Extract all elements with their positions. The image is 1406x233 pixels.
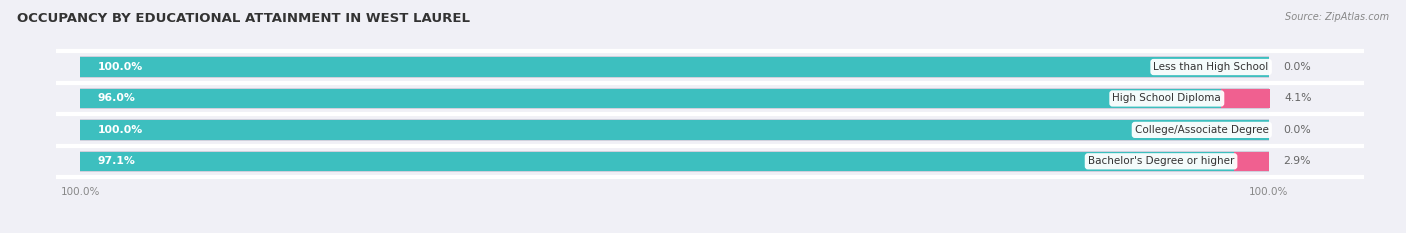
- Text: High School Diploma: High School Diploma: [1112, 93, 1222, 103]
- Bar: [80, 152, 1268, 171]
- Bar: [80, 57, 1268, 77]
- Bar: [80, 89, 1268, 108]
- Text: 0.0%: 0.0%: [1284, 125, 1310, 135]
- Text: Less than High School: Less than High School: [1153, 62, 1268, 72]
- Text: OCCUPANCY BY EDUCATIONAL ATTAINMENT IN WEST LAUREL: OCCUPANCY BY EDUCATIONAL ATTAINMENT IN W…: [17, 12, 470, 25]
- Text: Bachelor's Degree or higher: Bachelor's Degree or higher: [1088, 156, 1234, 166]
- Bar: [80, 120, 1268, 140]
- Bar: [80, 89, 1222, 108]
- Bar: [80, 56, 1268, 78]
- Text: 4.1%: 4.1%: [1284, 93, 1312, 103]
- Bar: [80, 88, 1268, 109]
- Bar: [1222, 89, 1270, 108]
- Text: 96.0%: 96.0%: [98, 93, 136, 103]
- Text: College/Associate Degree: College/Associate Degree: [1135, 125, 1268, 135]
- Bar: [80, 119, 1268, 140]
- Bar: [80, 120, 1268, 140]
- Text: 100.0%: 100.0%: [98, 125, 143, 135]
- Text: 97.1%: 97.1%: [98, 156, 136, 166]
- Text: 2.9%: 2.9%: [1284, 156, 1310, 166]
- Text: Source: ZipAtlas.com: Source: ZipAtlas.com: [1285, 12, 1389, 22]
- Bar: [80, 152, 1234, 171]
- Bar: [80, 151, 1268, 172]
- Bar: [1234, 152, 1268, 171]
- Bar: [80, 57, 1268, 77]
- Text: 0.0%: 0.0%: [1284, 62, 1310, 72]
- Text: 100.0%: 100.0%: [98, 62, 143, 72]
